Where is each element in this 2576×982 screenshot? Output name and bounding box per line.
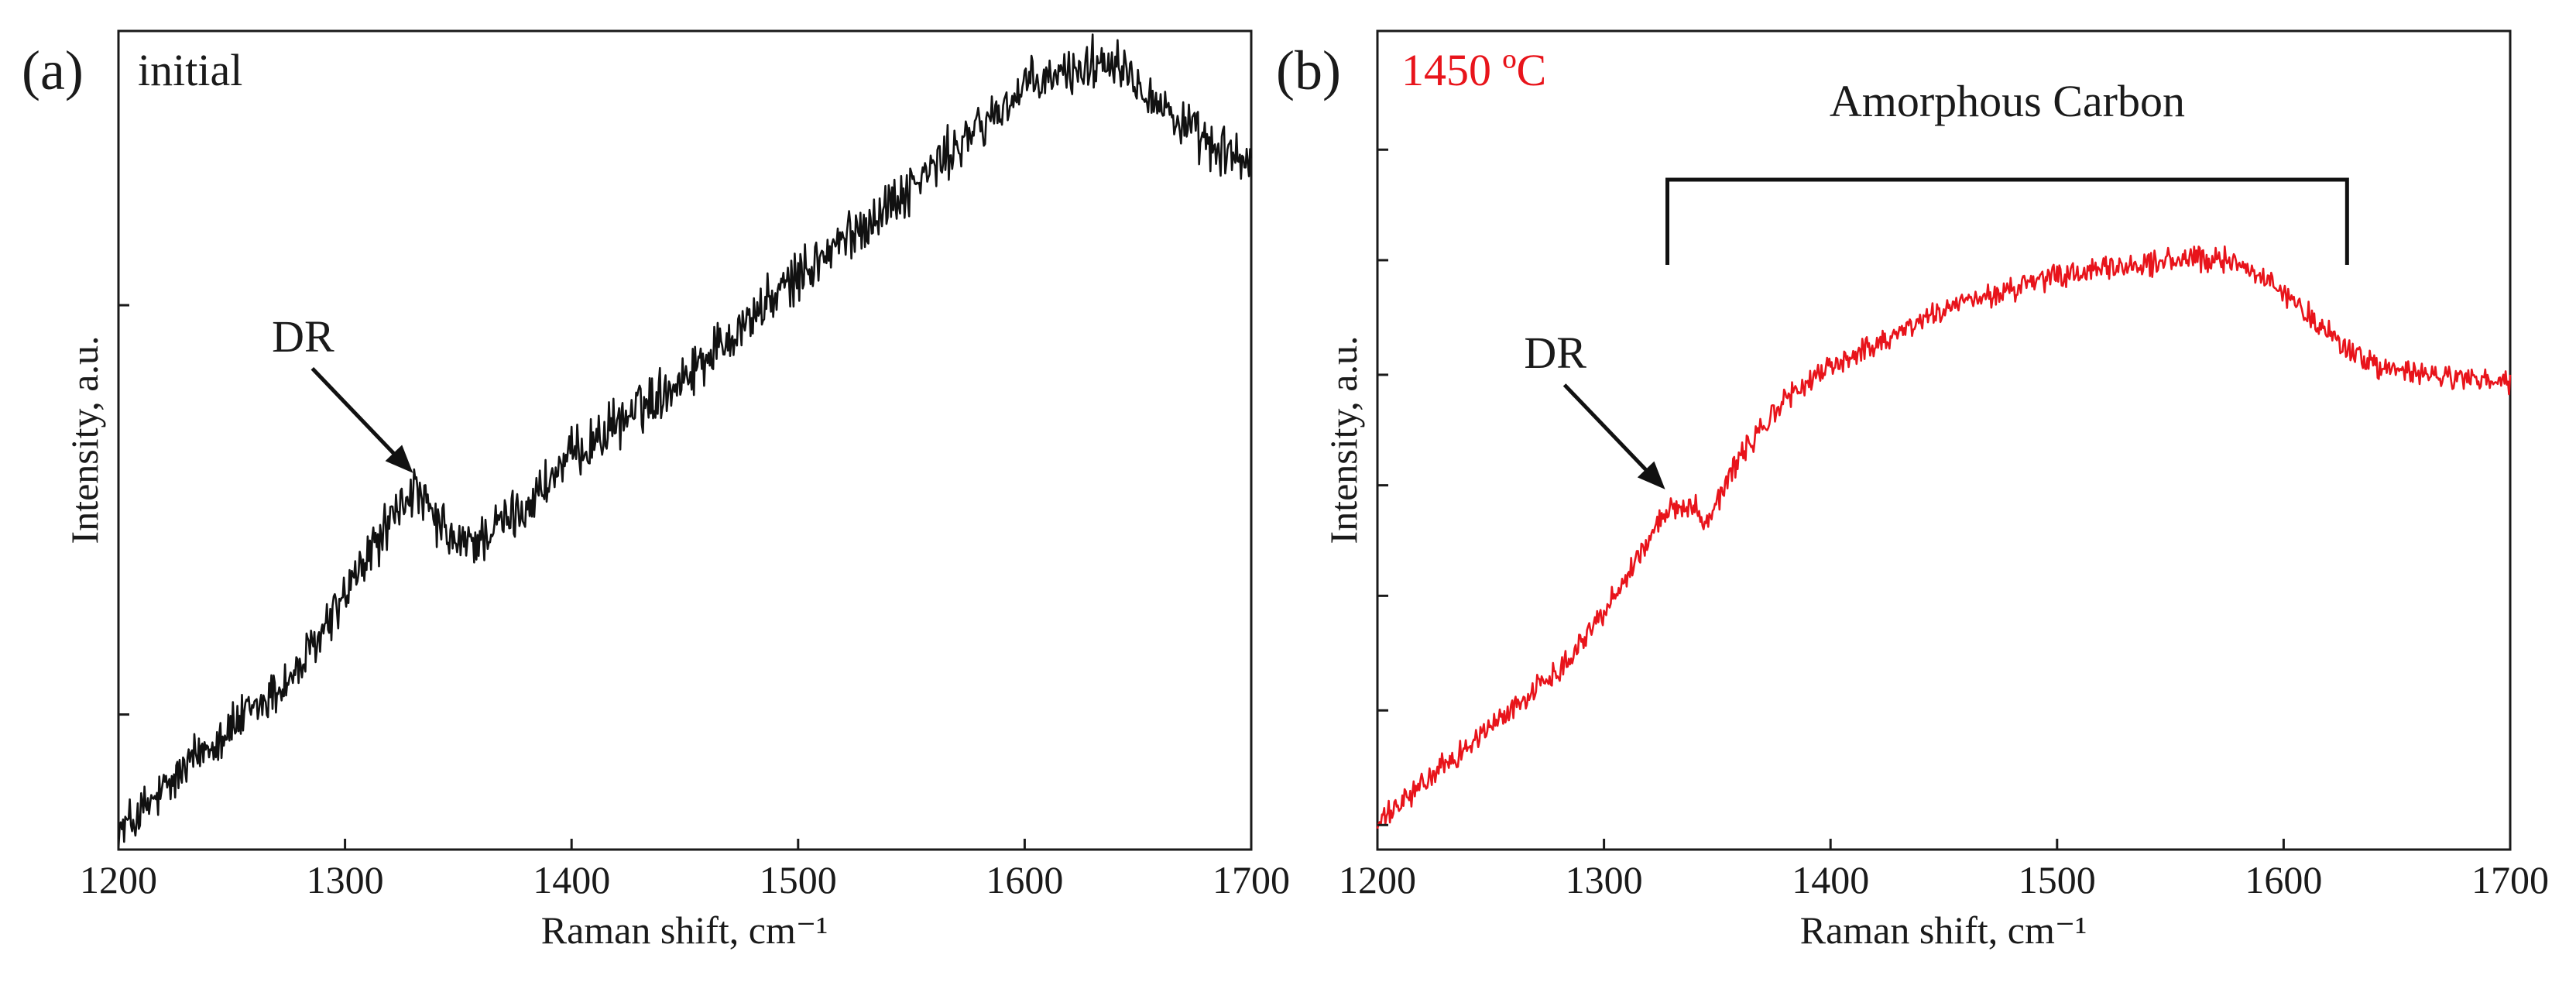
dr-arrow-head [1637, 461, 1665, 489]
x-tick-label: 1200 [80, 858, 157, 901]
panel-a-ticks: 1200 1300 1400 1500 1600 1700 [80, 304, 1290, 901]
panel-a-title: initial [138, 45, 242, 95]
x-tick-label: 1400 [533, 858, 610, 901]
panel-a-xlabel: Raman shift, cm⁻¹ [541, 908, 828, 952]
panel-a-label: (a) [22, 39, 84, 101]
panel-b-annotations: DR Amorphous Carbon [1524, 76, 2349, 489]
x-tick-label: 1300 [307, 858, 384, 901]
panel-a-frame [117, 29, 1253, 851]
panel-b-label: (b) [1276, 39, 1341, 101]
amorphous-carbon-label: Amorphous Carbon [1830, 76, 2185, 126]
x-tick-label: 1400 [1792, 858, 1869, 901]
x-tick-label: 1600 [986, 858, 1063, 901]
dr-arrow-head [385, 445, 413, 473]
panel-a-ylabel: Intensity, a.u. [63, 336, 106, 544]
x-tick-label: 1200 [1339, 858, 1416, 901]
x-tick-label: 1500 [760, 858, 837, 901]
panel-b-title: 1450 ºC [1401, 45, 1546, 95]
panel-a-plot [117, 33, 1253, 850]
panel-b-ylabel: Intensity, a.u. [1322, 336, 1365, 544]
panel-a-annotations: DR [272, 311, 413, 473]
panel-b-xlabel: Raman shift, cm⁻¹ [1800, 908, 2087, 952]
dr-label: DR [1524, 328, 1586, 378]
panel-b: (b) 1450 ºC 1200 1300 1400 1500 1600 1700 DR A… [1276, 29, 2549, 952]
amorphous-carbon-bracket [1665, 177, 2349, 265]
x-tick-label: 1600 [2245, 858, 2322, 901]
dr-label: DR [272, 311, 334, 362]
x-tick-label: 1700 [1213, 858, 1290, 901]
panel-b-frame [1376, 29, 2512, 851]
x-tick-label: 1700 [2471, 858, 2549, 901]
spectrum-line [1376, 245, 2512, 829]
x-tick-label: 1500 [2019, 858, 2096, 901]
dr-arrow [1562, 383, 1656, 480]
panel-a: (a) initial 1200 1300 1400 1500 1600 1700 DR … [22, 29, 1290, 952]
panel-b-plot [1376, 245, 2512, 829]
spectrum-line [117, 33, 1253, 850]
dr-arrow [310, 367, 404, 464]
panel-b-ticks: 1200 1300 1400 1500 1600 1700 [1339, 148, 2549, 901]
x-tick-label: 1300 [1566, 858, 1643, 901]
